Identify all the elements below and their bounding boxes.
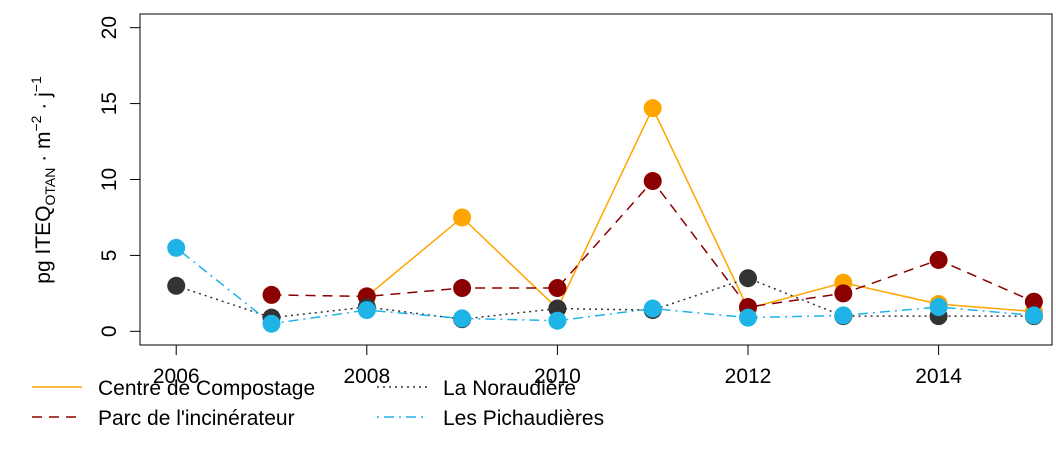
x-tick-label: 2006 <box>153 365 200 388</box>
y-tick-label: 5 <box>98 250 121 262</box>
y-label-sub: OTAN <box>42 168 58 206</box>
series-line <box>271 179 1035 308</box>
y-tick-label: 15 <box>98 92 121 115</box>
data-point <box>1024 306 1043 325</box>
legend-label: Centre de Compostage <box>98 377 315 400</box>
data-point <box>834 284 853 303</box>
data-point <box>453 208 472 227</box>
data-point <box>548 311 567 330</box>
data-point <box>643 99 662 118</box>
data-point <box>643 299 662 318</box>
legend-label: La Noraudière <box>443 377 576 400</box>
data-point <box>453 309 472 328</box>
y-label-part: pg ITEQ <box>32 206 55 284</box>
series-line <box>175 247 1034 325</box>
y-tick-label: 0 <box>98 325 121 337</box>
y-tick-label: 20 <box>98 16 121 39</box>
data-point <box>929 250 948 269</box>
data-point <box>453 279 472 298</box>
data-point <box>262 314 281 333</box>
data-point <box>167 276 186 295</box>
x-tick-label: 2008 <box>343 365 390 388</box>
data-point <box>548 279 567 298</box>
series-line <box>366 106 1034 313</box>
y-axis-label: pg ITEQOTAN · m−2 · j−1 <box>28 76 58 284</box>
y-label-part: · m <box>32 132 55 168</box>
y-label-sup: −2 <box>28 115 44 131</box>
data-point <box>262 285 281 304</box>
data-point <box>357 301 376 320</box>
data-point <box>643 172 662 191</box>
x-tick-label: 2014 <box>915 365 962 388</box>
data-point <box>739 308 757 327</box>
data-point <box>929 298 948 317</box>
data-point <box>167 238 186 257</box>
data-point <box>739 269 757 288</box>
series-line <box>175 277 1034 320</box>
x-tick-label: 2010 <box>534 365 581 388</box>
legend-label: Les Pichaudières <box>443 407 604 430</box>
x-tick-label: 2012 <box>725 365 772 388</box>
y-label-part: · j <box>32 92 55 115</box>
data-point <box>834 306 853 325</box>
legend-label: Parc de l'incinérateur <box>98 407 295 430</box>
y-tick-label: 10 <box>98 168 121 191</box>
y-label-sup: −1 <box>28 76 44 92</box>
data-point <box>1024 292 1043 311</box>
